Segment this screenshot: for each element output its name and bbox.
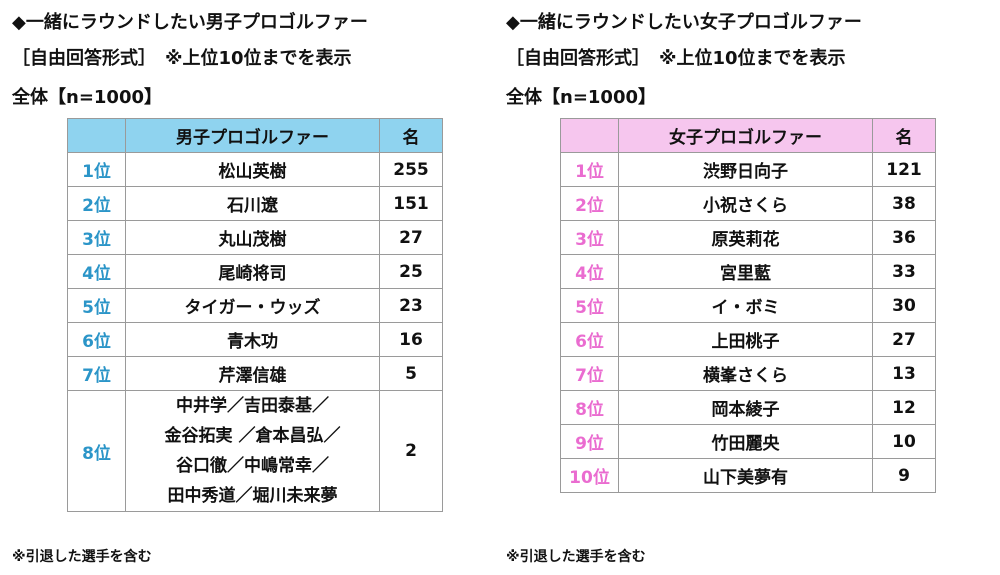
men-footnote: ※引退した選手を含む <box>12 549 152 565</box>
vote-count-cell: 16 <box>379 322 443 357</box>
player-name-cell: 芹澤信雄 <box>125 356 380 391</box>
player-names-line: 田中秀道／堀川未来夢 <box>167 486 338 506</box>
vote-count-cell: 10 <box>872 424 936 459</box>
table-row: 4位 宮里藍 33 <box>560 254 936 289</box>
table-row: 4位 尾崎将司 25 <box>67 254 443 289</box>
rank-cell: 1位 <box>67 152 126 187</box>
name-column-header: 女子プロゴルファー <box>618 118 873 153</box>
player-name-cell: 竹田麗央 <box>618 424 873 459</box>
table-row: 3位 丸山茂樹 27 <box>67 220 443 255</box>
vote-count-cell: 151 <box>379 186 443 221</box>
women-footnote: ※引退した選手を含む <box>506 549 646 565</box>
player-name-cell: タイガー・ウッズ <box>125 288 380 323</box>
count-column-header: 名 <box>872 118 936 153</box>
vote-count-cell: 12 <box>872 390 936 425</box>
player-name-cell: 石川遼 <box>125 186 380 221</box>
rank-cell: 4位 <box>560 254 619 289</box>
table-row: 5位 タイガー・ウッズ 23 <box>67 288 443 323</box>
vote-count-cell: 121 <box>872 152 936 187</box>
player-name-cell: 青木功 <box>125 322 380 357</box>
player-name-cell: 宮里藍 <box>618 254 873 289</box>
table-header-row: 男子プロゴルファー 名 <box>67 118 443 153</box>
table-row: 3位 原英莉花 36 <box>560 220 936 255</box>
rank-cell: 7位 <box>67 356 126 391</box>
table-row: 7位 横峯さくら 13 <box>560 356 936 391</box>
player-names-line: 金谷拓実 ／倉本昌弘／ <box>164 426 341 446</box>
rank-cell: 1位 <box>560 152 619 187</box>
vote-count-cell: 38 <box>872 186 936 221</box>
table-row: 5位 イ・ボミ 30 <box>560 288 936 323</box>
table-header-row: 女子プロゴルファー 名 <box>560 118 936 153</box>
player-name-cell: 松山英樹 <box>125 152 380 187</box>
rank-cell: 8位 <box>67 390 126 512</box>
vote-count-cell: 13 <box>872 356 936 391</box>
rank-cell: 2位 <box>67 186 126 221</box>
player-names-line: 中井学／吉田泰基／ <box>176 396 329 416</box>
player-names-line: 谷口徹／中嶋常幸／ <box>176 456 329 476</box>
rank-cell: 3位 <box>560 220 619 255</box>
rank-cell: 5位 <box>67 288 126 323</box>
vote-count-cell: 25 <box>379 254 443 289</box>
table-row: 9位 竹田麗央 10 <box>560 424 936 459</box>
table-row: 6位 青木功 16 <box>67 322 443 357</box>
table-row: 1位 松山英樹 255 <box>67 152 443 187</box>
player-name-cell: 丸山茂樹 <box>125 220 380 255</box>
player-name-cell: 岡本綾子 <box>618 390 873 425</box>
vote-count-cell: 27 <box>379 220 443 255</box>
women-ranking-panel: ◆一緒にラウンドしたい女子プロゴルファー ［自由回答形式］ ※上位10位までを表… <box>506 0 976 575</box>
table-row: 8位 岡本綾子 12 <box>560 390 936 425</box>
men-sample-size: 全体【n=1000】 <box>12 87 162 108</box>
rank-column-header <box>560 118 619 153</box>
rank-cell: 4位 <box>67 254 126 289</box>
rank-cell: 6位 <box>560 322 619 357</box>
vote-count-cell: 30 <box>872 288 936 323</box>
women-ranking-subtitle: ［自由回答形式］ ※上位10位までを表示 <box>506 48 846 69</box>
rank-cell: 8位 <box>560 390 619 425</box>
rank-cell: 5位 <box>560 288 619 323</box>
vote-count-cell: 23 <box>379 288 443 323</box>
table-row: 2位 石川遼 151 <box>67 186 443 221</box>
player-name-cell: 上田桃子 <box>618 322 873 357</box>
women-ranking-title: ◆一緒にラウンドしたい女子プロゴルファー <box>506 12 862 33</box>
vote-count-cell: 255 <box>379 152 443 187</box>
player-name-cell: 渋野日向子 <box>618 152 873 187</box>
player-name-cell: 横峯さくら <box>618 356 873 391</box>
name-column-header: 男子プロゴルファー <box>125 118 380 153</box>
men-ranking-table: 男子プロゴルファー 名 1位 松山英樹 255 2位 石川遼 151 3位 丸山茂樹 27 4位尾… <box>67 118 443 512</box>
vote-count-cell: 33 <box>872 254 936 289</box>
player-name-cell: 尾崎将司 <box>125 254 380 289</box>
player-name-cell: イ・ボミ <box>618 288 873 323</box>
rank-cell: 10位 <box>560 458 619 493</box>
men-ranking-subtitle: ［自由回答形式］ ※上位10位までを表示 <box>12 48 352 69</box>
table-row: 6位 上田桃子 27 <box>560 322 936 357</box>
men-ranking-panel: ◆一緒にラウンドしたい男子プロゴルファー ［自由回答形式］ ※上位10位までを表… <box>12 0 482 575</box>
men-ranking-title: ◆一緒にラウンドしたい男子プロゴルファー <box>12 12 368 33</box>
vote-count-cell: 5 <box>379 356 443 391</box>
rank-cell: 3位 <box>67 220 126 255</box>
vote-count-cell: 27 <box>872 322 936 357</box>
table-row: 10位 山下美夢有 9 <box>560 458 936 493</box>
rank-cell: 9位 <box>560 424 619 459</box>
women-sample-size: 全体【n=1000】 <box>506 87 656 108</box>
count-column-header: 名 <box>379 118 443 153</box>
player-names-cell: 中井学／吉田泰基／ 金谷拓実 ／倉本昌弘／ 谷口徹／中嶋常幸／ 田中秀道／堀川未来夢 <box>125 390 380 512</box>
rank-column-header <box>67 118 126 153</box>
women-ranking-table: 女子プロゴルファー 名 1位 渋野日向子 121 2位 小祝さくら 38 3位 原英莉花 36 4… <box>560 118 936 493</box>
rank-cell: 2位 <box>560 186 619 221</box>
player-name-cell: 山下美夢有 <box>618 458 873 493</box>
player-name-cell: 原英莉花 <box>618 220 873 255</box>
vote-count-cell: 2 <box>379 390 443 512</box>
rank-cell: 7位 <box>560 356 619 391</box>
vote-count-cell: 9 <box>872 458 936 493</box>
table-row: 2位 小祝さくら 38 <box>560 186 936 221</box>
vote-count-cell: 36 <box>872 220 936 255</box>
table-row: 7位 芹澤信雄 5 <box>67 356 443 391</box>
rank-cell: 6位 <box>67 322 126 357</box>
table-row: 8位 中井学／吉田泰基／ 金谷拓実 ／倉本昌弘／ 谷口徹／中嶋常幸／ 田中秀道／堀川未来… <box>67 390 443 512</box>
player-name-cell: 小祝さくら <box>618 186 873 221</box>
table-row: 1位 渋野日向子 121 <box>560 152 936 187</box>
